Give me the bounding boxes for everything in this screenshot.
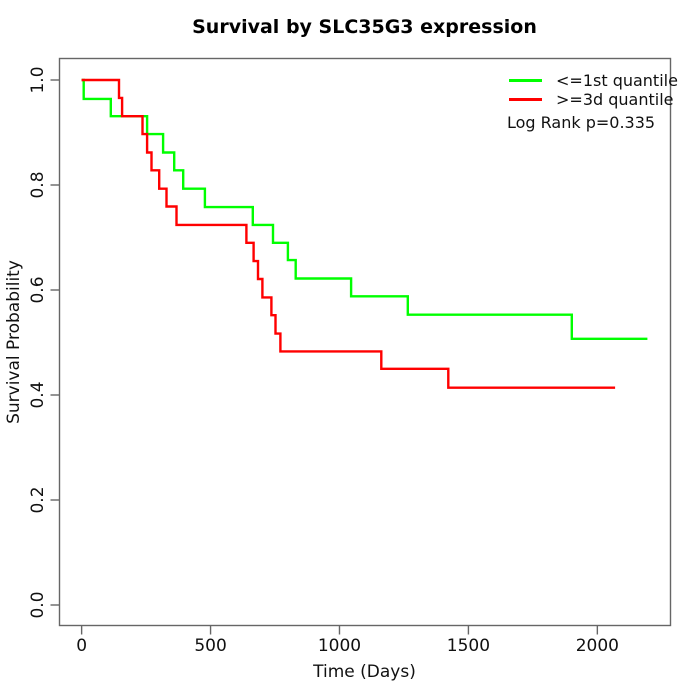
legend-line-red — [509, 98, 542, 101]
legend-label: <=1st quantile — [556, 71, 678, 90]
x-tick-label: 0 — [76, 636, 87, 656]
legend-label: >=3d quantile — [556, 90, 674, 109]
y-tick-label: 0.2 — [28, 486, 48, 513]
chart-title: Survival by SLC35G3 expression — [192, 16, 537, 38]
plot-box — [58, 57, 672, 627]
y-tick-label: 0.6 — [28, 276, 48, 303]
x-tick-label: 2000 — [576, 636, 619, 656]
y-tick-label: 0.8 — [28, 171, 48, 198]
x-tick-label: 1000 — [318, 636, 361, 656]
x-tick-label: 500 — [194, 636, 226, 656]
y-tick-label: 0.0 — [28, 591, 48, 618]
legend-line-green — [509, 79, 542, 82]
log-rank-annotation: Log Rank p=0.335 — [507, 113, 656, 132]
y-axis-label: Survival Probability — [4, 260, 24, 424]
x-tick-label: 1500 — [447, 636, 490, 656]
km-curve-high-expression — [81, 78, 616, 389]
y-tick-label: 1.0 — [28, 66, 48, 93]
x-axis-label: Time (Days) — [313, 662, 416, 682]
y-tick-label: 0.4 — [28, 381, 48, 408]
